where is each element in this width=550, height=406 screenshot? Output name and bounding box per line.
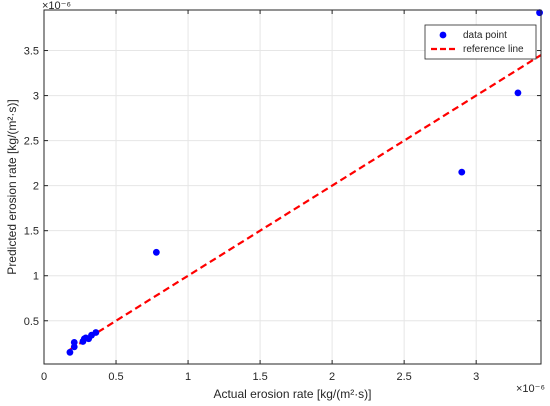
y-tick-label: 2 [33,181,39,193]
data-points-layer [66,9,543,356]
x-tick-label: 1.5 [252,371,267,383]
legend-marker-data-point [439,31,447,39]
x-axis-ticks: 0 0.5 1 1.5 2 2.5 3 [41,10,479,383]
data-point [66,348,74,356]
legend-label-data-point: data point [463,30,507,41]
x-tick-label: 1 [185,371,191,383]
axis-exponents: ×10⁻⁶ ×10⁻⁶ [42,0,545,395]
legend-box [424,24,537,60]
x-exponent-label: ×10⁻⁶ [516,383,545,395]
y-tick-label: 1.5 [24,226,39,238]
x-tick-label: 2 [329,371,335,383]
x-tick-label: 3 [473,371,479,383]
y-tick-label: 3.5 [24,46,39,58]
data-point [514,89,522,97]
x-axis-label: Actual erosion rate [kg/(m²·s)] [213,387,371,401]
legend: data point reference line [424,24,537,60]
data-point [70,338,78,346]
x-tick-label: 2.5 [396,371,411,383]
y-exponent-label: ×10⁻⁶ [42,0,71,12]
data-point [152,248,160,256]
y-tick-label: 2.5 [24,136,39,148]
data-point [458,168,466,176]
y-axis-label: Predicted erosion rate [kg/(m²·s)] [5,99,19,274]
legend-label-reference-line: reference line [463,44,524,55]
grid-layer [44,10,541,364]
plot-frame [43,9,542,365]
x-tick-label: 0 [41,371,47,383]
x-tick-label: 0.5 [108,371,123,383]
reference-line-layer [69,54,542,351]
y-tick-label: 1 [33,271,39,283]
reference-line [69,54,542,351]
y-axis-ticks: 0.5 1 1.5 2 2.5 3 3.5 [24,46,541,328]
y-tick-label: 3 [33,91,39,103]
data-point [92,329,100,336]
y-tick-label: 0.5 [24,316,39,328]
